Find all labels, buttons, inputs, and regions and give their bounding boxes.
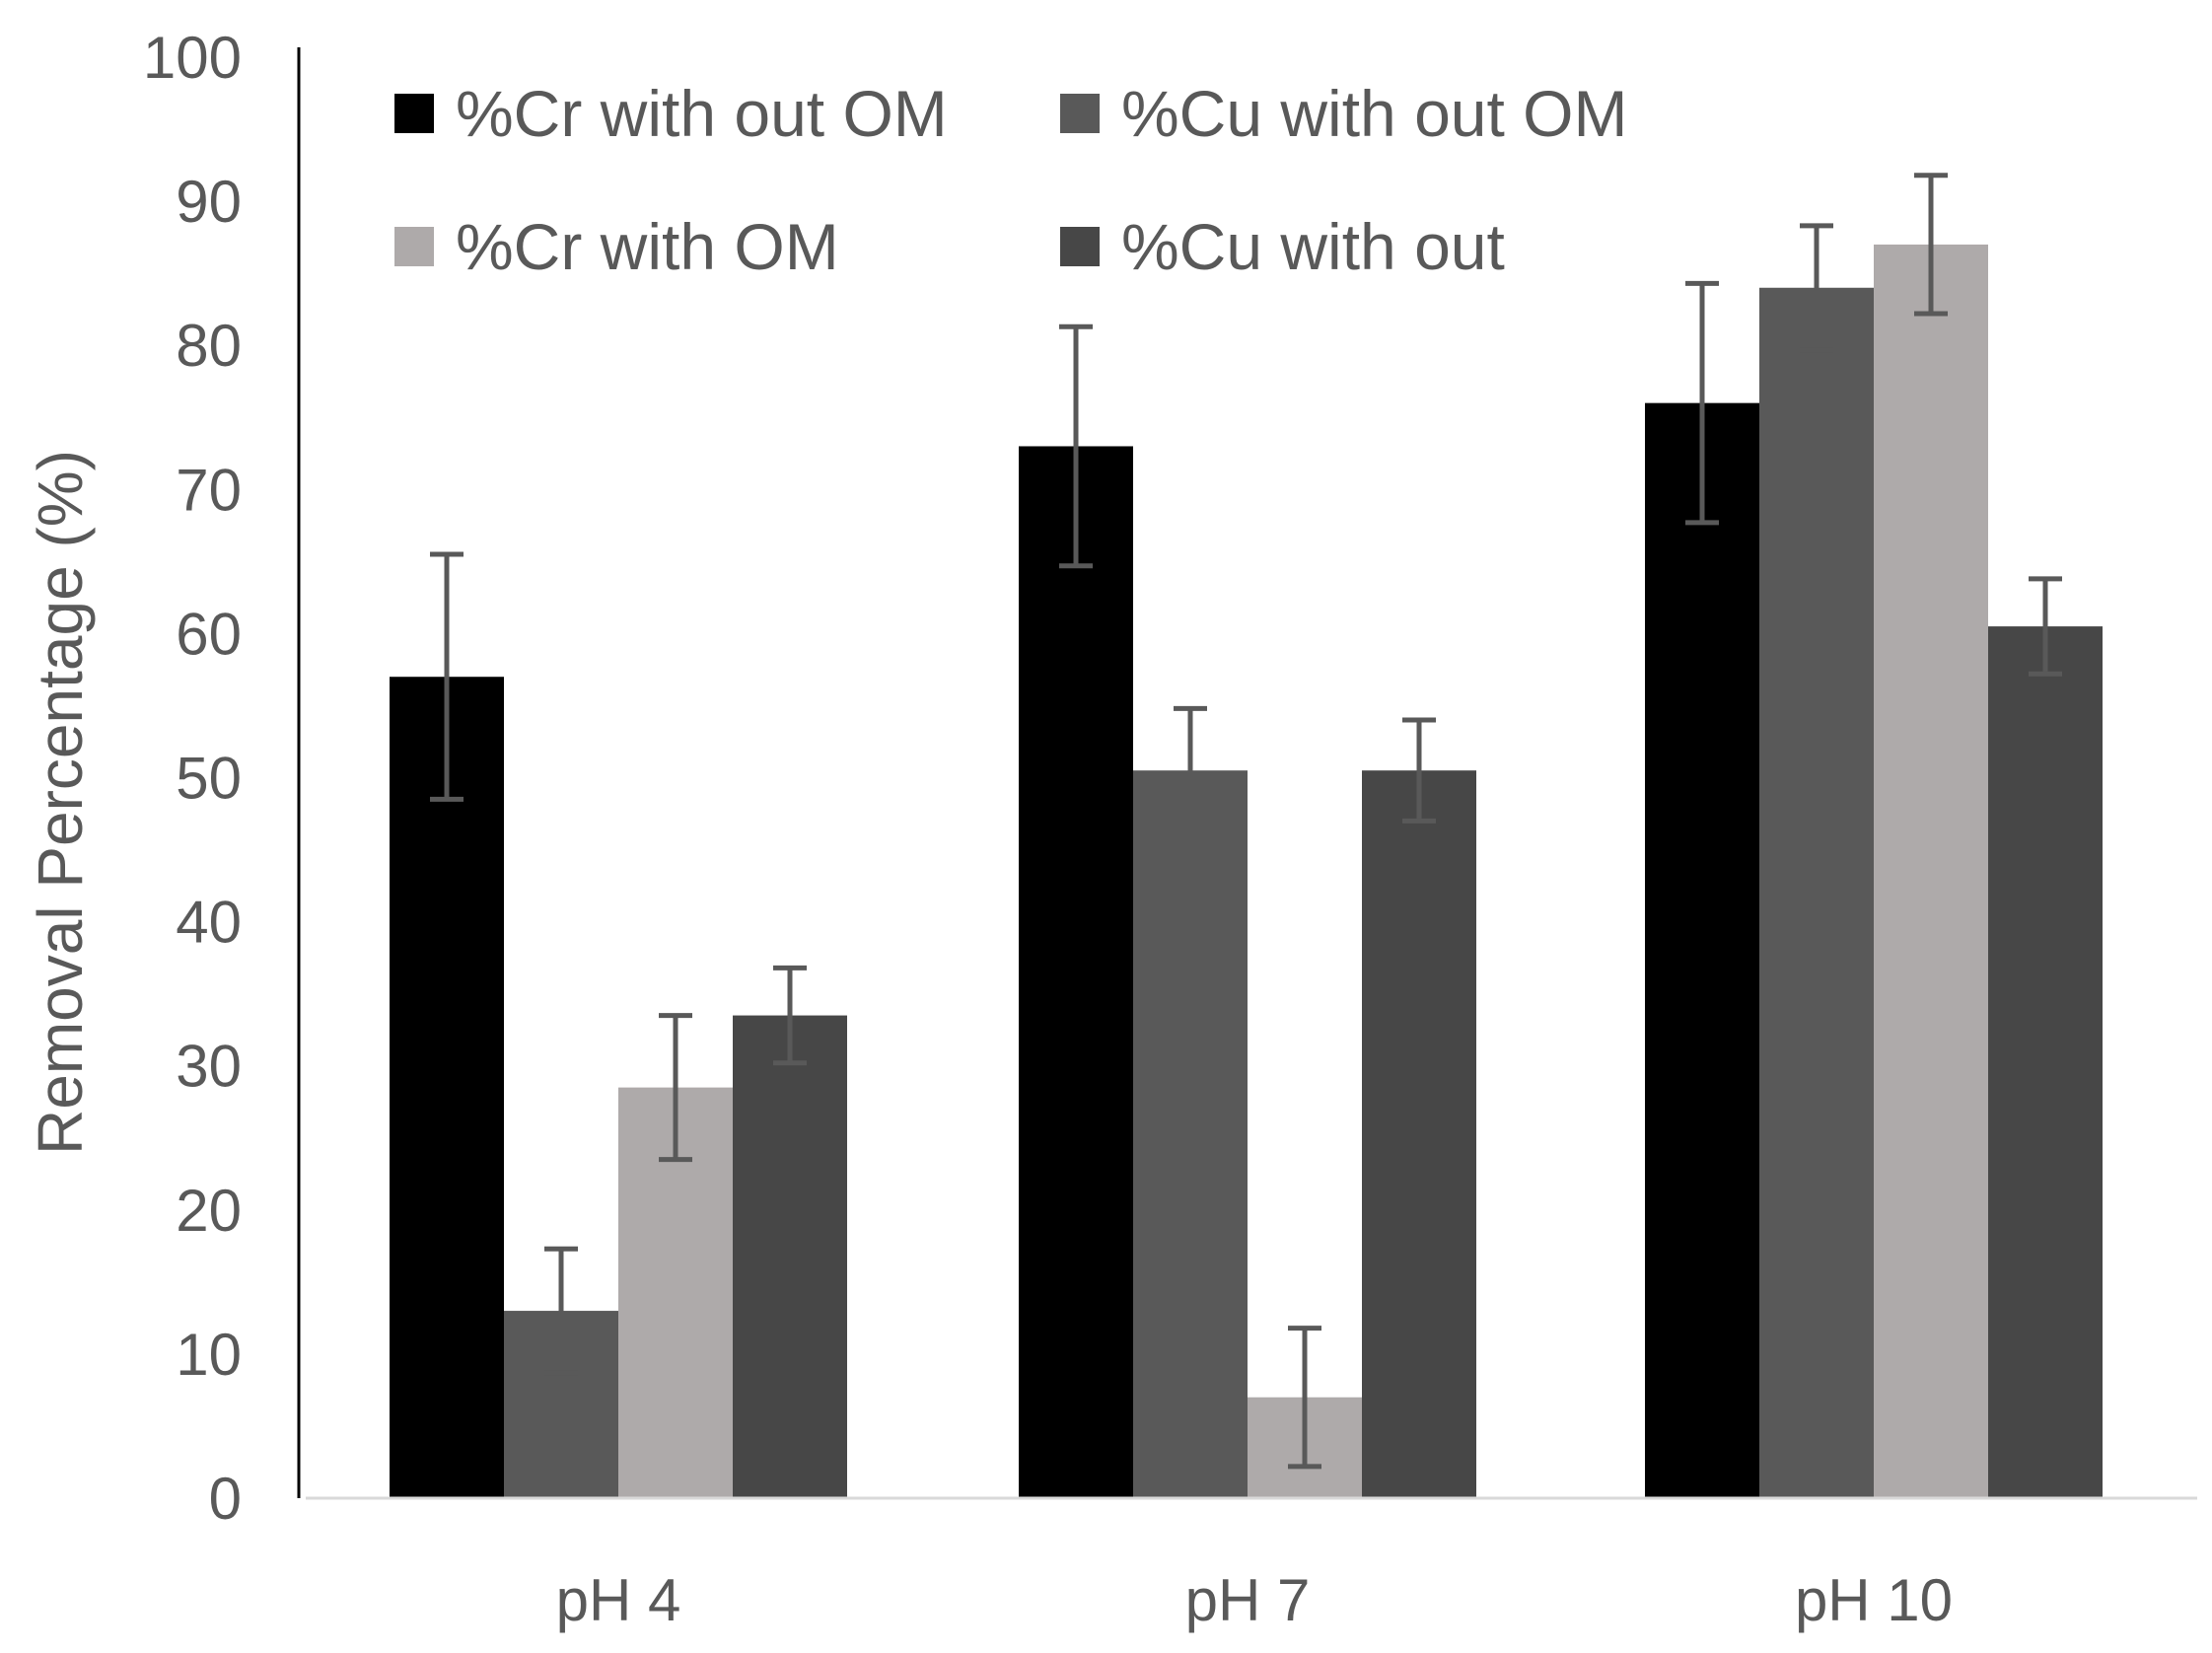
legend-entry: %Cu with out xyxy=(1060,210,1505,283)
legend-label: %Cu with out OM xyxy=(1121,77,1628,150)
bar xyxy=(390,677,504,1498)
legend-swatch xyxy=(1060,94,1100,133)
legend-label: %Cu with out xyxy=(1121,210,1505,283)
x-category-label: pH 4 xyxy=(556,1567,681,1633)
y-tick-label: 80 xyxy=(176,313,242,379)
x-axis-category-labels: pH 4 pH 7 pH 10 xyxy=(556,1567,1953,1633)
bar xyxy=(1019,446,1133,1499)
legend-label: %Cr with OM xyxy=(456,210,839,283)
bar xyxy=(1988,626,2103,1498)
legend-swatch xyxy=(394,94,434,133)
x-category-label: pH 7 xyxy=(1185,1567,1311,1633)
y-tick-label: 100 xyxy=(143,25,242,91)
x-category-label: pH 10 xyxy=(1795,1567,1953,1633)
bar xyxy=(1759,287,1874,1498)
bar xyxy=(1362,770,1476,1498)
y-tick-label: 90 xyxy=(176,169,242,235)
legend-swatch xyxy=(1060,227,1100,266)
bar xyxy=(1874,244,1988,1499)
y-tick-label: 70 xyxy=(176,457,242,523)
y-tick-label: 20 xyxy=(176,1178,242,1244)
error-bars xyxy=(430,173,2062,1470)
y-tick-label: 50 xyxy=(176,746,242,812)
y-tick-label: 60 xyxy=(176,601,242,667)
legend-entry: %Cr with out OM xyxy=(394,77,948,150)
legend-label: %Cr with out OM xyxy=(456,77,948,150)
y-axis-ticks: 0 10 20 30 40 50 60 70 80 90 100 xyxy=(143,25,242,1532)
y-axis-label: Removal Percentage (%) xyxy=(25,450,96,1155)
bar xyxy=(1645,402,1759,1498)
bar xyxy=(733,1015,847,1498)
legend-entry: %Cu with out OM xyxy=(1060,77,1628,150)
y-tick-label: 40 xyxy=(176,890,242,956)
legend-swatch xyxy=(394,227,434,266)
legend: %Cr with out OM %Cu with out OM %Cr with O… xyxy=(394,77,1628,283)
y-tick-label: 0 xyxy=(209,1466,242,1532)
bar xyxy=(1133,770,1248,1498)
y-tick-label: 10 xyxy=(176,1322,242,1388)
legend-entry: %Cr with OM xyxy=(394,210,839,283)
bars xyxy=(390,244,2103,1499)
y-tick-label: 30 xyxy=(176,1034,242,1100)
